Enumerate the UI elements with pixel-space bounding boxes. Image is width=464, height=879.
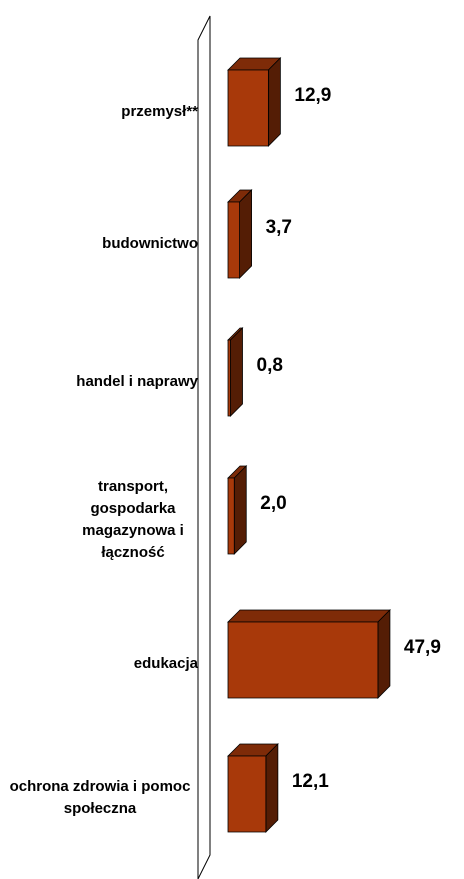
bar <box>227 327 244 417</box>
bar <box>227 465 248 555</box>
value-label: 12,9 <box>294 85 331 106</box>
category-label: transport, gospodarka magazynowa i łączn… <box>82 478 184 561</box>
category-label: ochrona zdrowia i pomoc społeczna <box>9 778 191 817</box>
category-label-box: transport, gospodarka magazynowa i łączn… <box>2 476 198 564</box>
bar <box>227 743 279 833</box>
bar-front <box>227 339 231 417</box>
category-label-box: budownictwo <box>2 233 198 255</box>
wall <box>197 15 211 879</box>
bar-top <box>227 609 391 623</box>
value-label: 2,0 <box>260 493 286 514</box>
category-label: budownictwo <box>102 235 198 252</box>
bar <box>227 57 282 147</box>
bar-side <box>377 609 391 699</box>
category-label-box: przemysł** <box>2 101 198 123</box>
value-label: 12,1 <box>292 771 329 792</box>
bar-front <box>227 69 269 147</box>
bar-side <box>265 743 279 833</box>
bar-side <box>230 327 243 417</box>
category-label: przemysł** <box>121 103 198 120</box>
bar <box>227 609 391 699</box>
bar-side <box>233 465 247 555</box>
category-label-box: handel i naprawy <box>2 371 198 393</box>
value-label: 47,9 <box>404 637 441 658</box>
category-label-box: ochrona zdrowia i pomoc społeczna <box>2 776 198 820</box>
bar-front <box>227 621 379 699</box>
bar-front <box>227 755 267 833</box>
category-label: handel i naprawy <box>76 373 198 390</box>
bar-front <box>227 477 235 555</box>
bar-side <box>239 189 252 279</box>
category-label-box: edukacja <box>2 653 198 675</box>
bar <box>227 189 253 279</box>
value-label: 3,7 <box>266 217 292 238</box>
bar-side <box>267 57 281 147</box>
bar-front <box>227 201 240 279</box>
value-label: 0,8 <box>257 355 283 376</box>
category-label: edukacja <box>133 655 198 672</box>
